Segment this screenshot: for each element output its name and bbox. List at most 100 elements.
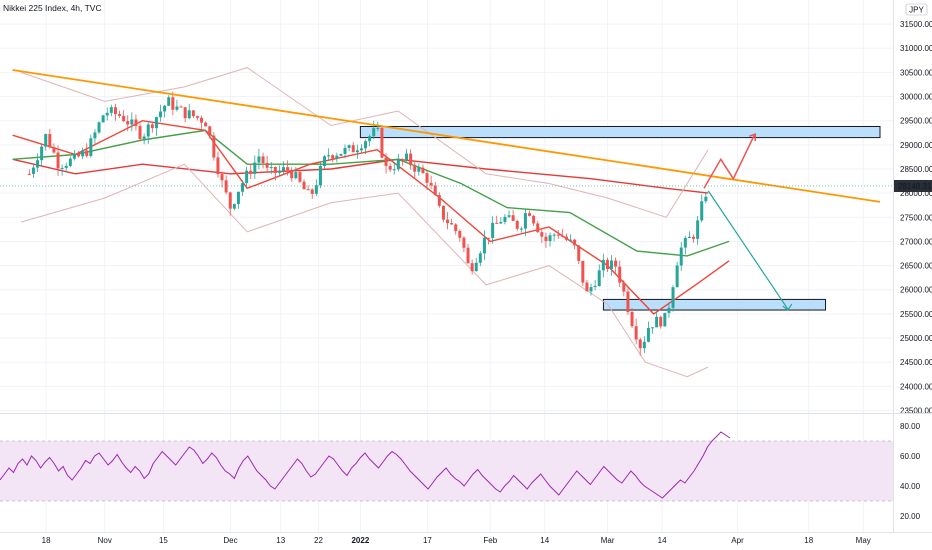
candle-body xyxy=(118,114,122,116)
supply-demand-zone[interactable] xyxy=(602,298,827,311)
candle-body xyxy=(544,236,548,242)
candle-body xyxy=(347,145,351,148)
time-tick-label: Mar xyxy=(601,536,615,545)
candle-body xyxy=(68,158,72,166)
candle-body xyxy=(388,165,392,170)
candle-body xyxy=(569,239,573,241)
candle-body xyxy=(89,138,93,156)
candle-body xyxy=(282,167,286,171)
candle-body xyxy=(200,117,204,123)
time-axis: 18 Nov 15 Dec 13 22 2022 17 Feb 14 Mar 14 Apr 18 May xyxy=(42,536,871,545)
price-tick-label: 25000.00 xyxy=(900,334,932,343)
candle-body xyxy=(101,115,105,123)
price-tick-label: 29000.00 xyxy=(900,141,932,150)
candle-body xyxy=(384,157,388,166)
candle-body xyxy=(679,247,683,266)
candle-body xyxy=(212,135,216,158)
candle-body xyxy=(413,165,417,172)
candle-body xyxy=(634,326,638,340)
candle-body xyxy=(224,180,228,193)
candle-body xyxy=(450,223,454,225)
candle-body xyxy=(159,111,163,118)
candle-body xyxy=(421,167,425,174)
projection-up-path[interactable] xyxy=(703,134,755,189)
candle-body xyxy=(364,141,368,149)
price-tick-label: 30000.00 xyxy=(900,93,932,102)
price-tick-label: 24500.00 xyxy=(900,358,932,367)
candle-body xyxy=(638,339,642,349)
price-tick-label: 24000.00 xyxy=(900,382,932,391)
candle-body xyxy=(310,189,314,194)
candle-body xyxy=(323,156,327,167)
candle-body xyxy=(331,155,335,159)
candle-body xyxy=(372,128,376,137)
candle-body xyxy=(491,222,495,238)
last-price-badge xyxy=(894,179,932,192)
candle-body xyxy=(97,122,101,133)
rsi-tick-label: 40.00 xyxy=(900,482,921,491)
indicator-line xyxy=(20,163,709,378)
candle-body xyxy=(359,148,363,151)
projection-down-path[interactable] xyxy=(707,190,789,310)
price-tick-label: 31500.00 xyxy=(900,20,932,29)
candle-body xyxy=(40,146,44,161)
currency-badge[interactable] xyxy=(905,3,928,16)
candle-body xyxy=(253,162,257,174)
time-tick-label: Dec xyxy=(223,536,237,545)
candle-body xyxy=(651,327,655,329)
candle-body xyxy=(171,97,175,110)
price-tick-label: 26000.00 xyxy=(900,286,932,295)
candle-body xyxy=(298,172,302,182)
candle-body xyxy=(396,159,400,170)
time-tick-label: 18 xyxy=(42,536,51,545)
candle-body xyxy=(589,287,593,292)
price-tick-label: 28500.00 xyxy=(900,165,932,174)
candle-body xyxy=(593,286,597,288)
candle-body xyxy=(64,165,68,168)
candle-body xyxy=(36,160,40,168)
candle-body xyxy=(302,181,306,190)
trendline[interactable] xyxy=(12,69,881,203)
candle-body xyxy=(294,172,298,179)
candle-body xyxy=(44,134,48,147)
candle-body xyxy=(339,153,343,156)
candle-body xyxy=(601,259,605,271)
candle-body xyxy=(130,119,134,125)
candle-body xyxy=(236,191,240,204)
candle-body xyxy=(77,153,81,157)
candle-body xyxy=(446,219,450,224)
candle-body xyxy=(142,136,146,139)
candle-body xyxy=(245,170,249,184)
supply-demand-zone[interactable] xyxy=(359,125,881,139)
candle-body xyxy=(671,287,675,308)
candle-body xyxy=(126,121,130,125)
candle-body xyxy=(314,185,318,194)
time-tick-label: May xyxy=(856,536,871,545)
candle-body xyxy=(675,265,679,288)
candle-body xyxy=(687,236,691,238)
candle-body xyxy=(265,162,269,168)
candle-body xyxy=(626,291,630,312)
candle-body xyxy=(154,117,158,129)
candle-body xyxy=(605,259,609,270)
candle-body xyxy=(113,107,117,115)
rsi-tick-label: 60.00 xyxy=(900,452,921,461)
time-tick-label: 13 xyxy=(276,536,285,545)
price-tick-label: 28000.00 xyxy=(900,189,932,198)
price-panel xyxy=(0,67,893,378)
candle-body xyxy=(667,307,671,313)
candle-body xyxy=(241,183,245,192)
candle-body xyxy=(261,156,265,163)
time-tick-label: 17 xyxy=(423,536,432,545)
candle-body xyxy=(433,185,437,196)
candle-body xyxy=(31,167,35,174)
candle-body xyxy=(134,119,138,127)
candle-body xyxy=(146,124,150,137)
candle-body xyxy=(167,97,171,106)
candle-body xyxy=(614,260,618,267)
candle-body xyxy=(376,127,380,129)
candle-body xyxy=(622,282,626,292)
candle-body xyxy=(400,159,404,161)
candle-body xyxy=(692,236,696,239)
